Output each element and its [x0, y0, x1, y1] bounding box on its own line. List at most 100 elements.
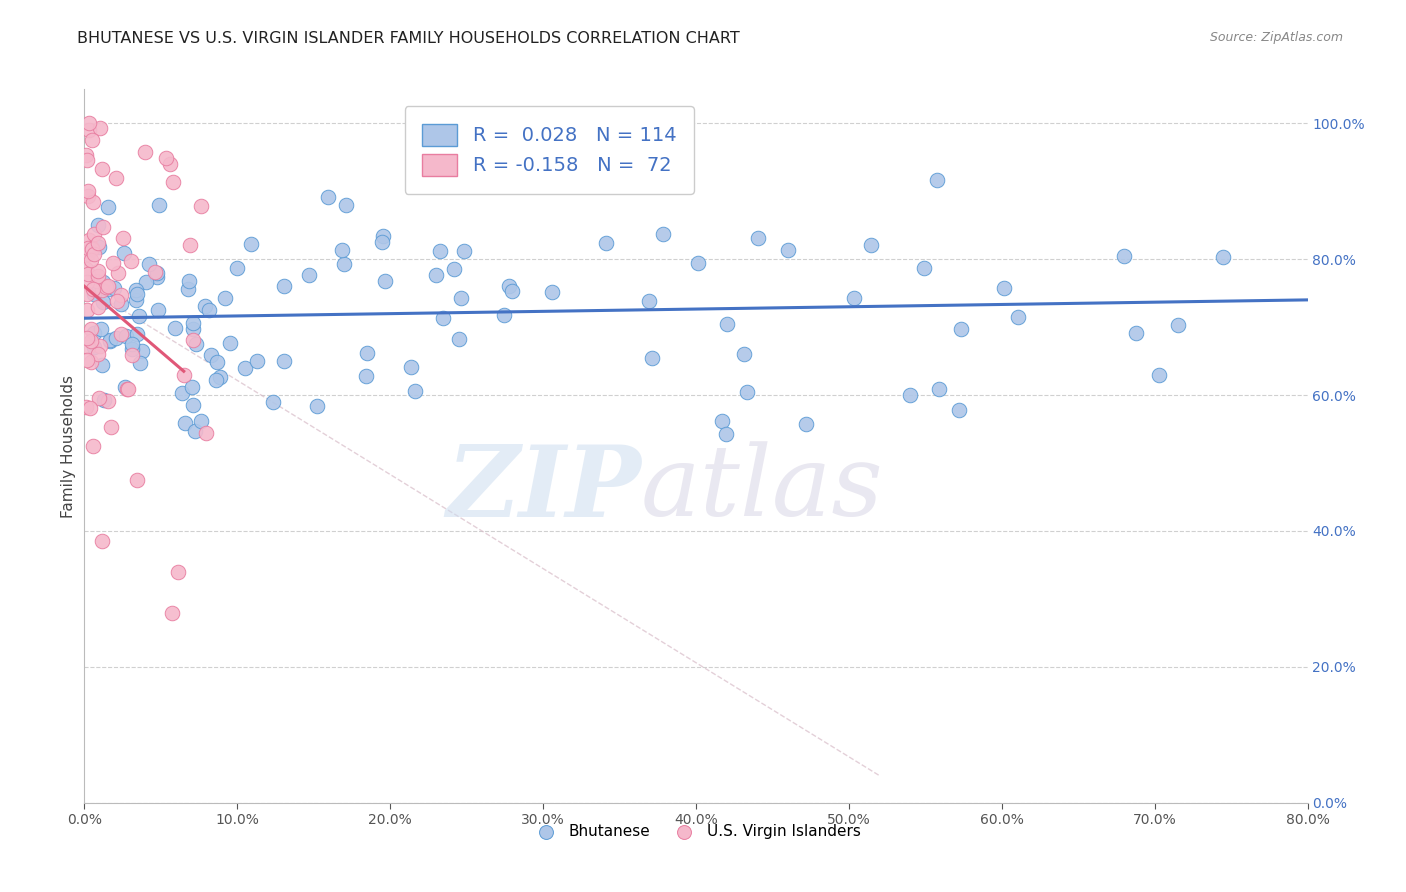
- Point: [399, 360, 422, 375]
- Point: [89, 339, 111, 353]
- Point: [87, 240, 110, 254]
- Point: [492, 308, 515, 322]
- Point: [335, 198, 357, 212]
- Point: [117, 382, 139, 396]
- Point: [87, 268, 110, 283]
- Point: [208, 370, 231, 384]
- Point: [110, 326, 132, 341]
- Point: [96, 279, 118, 293]
- Point: [1125, 326, 1147, 340]
- Point: [710, 414, 733, 428]
- Point: [77, 247, 100, 261]
- Point: [447, 332, 470, 346]
- Point: [76, 275, 98, 289]
- Point: [89, 121, 111, 136]
- Point: [595, 235, 617, 250]
- Point: [110, 297, 132, 311]
- Point: [354, 368, 377, 383]
- Point: [80, 253, 103, 268]
- Point: [179, 274, 201, 288]
- Point: [181, 380, 204, 394]
- Point: [145, 266, 167, 280]
- Point: [374, 274, 396, 288]
- Point: [190, 199, 212, 213]
- Point: [371, 235, 394, 249]
- Point: [432, 310, 454, 325]
- Point: [219, 335, 242, 350]
- Point: [162, 175, 184, 189]
- Point: [104, 171, 127, 186]
- Point: [453, 244, 475, 259]
- Point: [181, 316, 204, 330]
- Point: [637, 294, 659, 309]
- Point: [75, 400, 97, 414]
- Text: Source: ZipAtlas.com: Source: ZipAtlas.com: [1209, 31, 1343, 45]
- Point: [75, 148, 97, 162]
- Point: [425, 268, 447, 283]
- Point: [82, 282, 104, 296]
- Point: [105, 331, 128, 345]
- Point: [194, 426, 217, 441]
- Point: [97, 200, 120, 214]
- Point: [93, 393, 115, 408]
- Point: [110, 287, 132, 301]
- Point: [87, 391, 110, 405]
- Point: [686, 256, 709, 270]
- Point: [373, 229, 395, 244]
- Point: [162, 606, 184, 620]
- Point: [75, 262, 97, 277]
- Point: [143, 265, 166, 279]
- Point: [404, 384, 426, 398]
- Point: [83, 247, 105, 261]
- Point: [1167, 318, 1189, 332]
- Point: [91, 358, 114, 372]
- Point: [114, 380, 136, 394]
- Point: [83, 340, 105, 354]
- Point: [76, 153, 98, 167]
- Point: [155, 151, 177, 165]
- Point: [735, 384, 758, 399]
- Point: [77, 116, 100, 130]
- Point: [859, 238, 882, 252]
- Point: [135, 275, 157, 289]
- Point: [127, 287, 149, 301]
- Legend: Bhutanese, U.S. Virgin Islanders: Bhutanese, U.S. Virgin Islanders: [524, 818, 868, 845]
- Point: [307, 399, 329, 413]
- Point: [83, 227, 105, 242]
- Point: [79, 401, 101, 416]
- Point: [112, 245, 135, 260]
- Point: [207, 354, 229, 368]
- Point: [86, 236, 108, 251]
- Point: [129, 356, 152, 370]
- Point: [91, 220, 114, 235]
- Point: [134, 145, 156, 160]
- Point: [498, 278, 520, 293]
- Point: [97, 394, 120, 409]
- Point: [107, 266, 129, 280]
- Point: [778, 243, 800, 257]
- Point: [163, 321, 186, 335]
- Point: [80, 132, 103, 146]
- Point: [273, 278, 295, 293]
- Point: [190, 414, 212, 428]
- Point: [87, 347, 110, 361]
- Point: [184, 336, 207, 351]
- Point: [443, 262, 465, 277]
- Point: [120, 254, 142, 268]
- Point: [173, 417, 195, 431]
- Point: [184, 424, 207, 438]
- Point: [194, 299, 217, 313]
- Point: [928, 382, 950, 396]
- Point: [159, 157, 181, 171]
- Point: [214, 291, 236, 305]
- Point: [181, 321, 204, 335]
- Point: [641, 351, 664, 365]
- Point: [198, 303, 221, 318]
- Point: [316, 190, 339, 204]
- Point: [90, 322, 112, 336]
- Point: [98, 334, 121, 348]
- Point: [794, 417, 817, 432]
- Point: [125, 283, 148, 297]
- Point: [77, 123, 100, 137]
- Point: [76, 184, 98, 198]
